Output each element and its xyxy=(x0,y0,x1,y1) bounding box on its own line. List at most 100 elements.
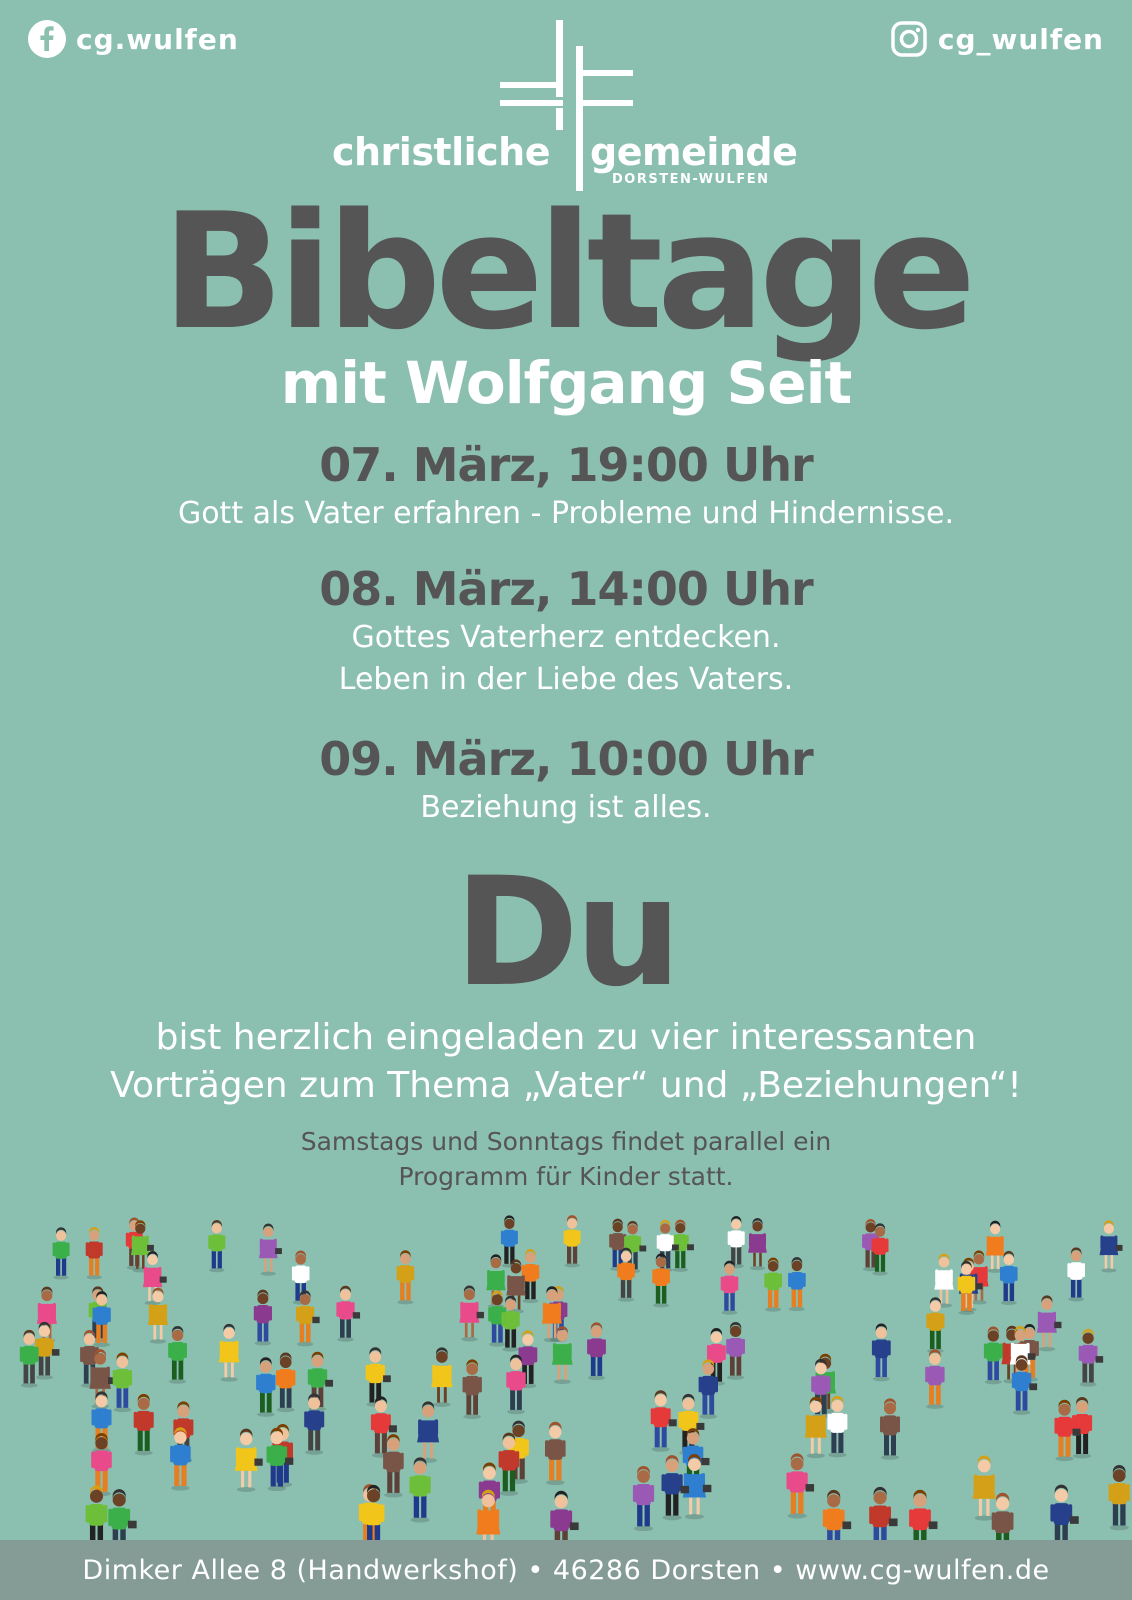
crowd-person xyxy=(871,1223,889,1276)
crowd-person xyxy=(748,1217,767,1271)
crowd-person xyxy=(85,1485,108,1540)
facebook-handle[interactable]: cg.wulfen xyxy=(28,20,239,58)
crowd-person xyxy=(632,1465,655,1532)
crowd-person xyxy=(726,1321,745,1380)
logo-subtitle: DORSTEN-WULFEN xyxy=(612,172,770,187)
crowd-person xyxy=(991,1492,1014,1540)
kids-program-note: Samstags und Sonntags findet parallel ei… xyxy=(0,1124,1132,1194)
crowd-person xyxy=(108,1489,137,1540)
crowd-person xyxy=(650,1390,677,1452)
event-desc-1: Gott als Vater erfahren - Probleme und H… xyxy=(177,496,955,531)
crowd-person xyxy=(871,1323,891,1382)
crowd-person xyxy=(258,1223,282,1276)
footer-address: Dimker Allee 8 (Handwerkshof) • 46286 Do… xyxy=(0,1540,1132,1600)
crowd-person xyxy=(869,1486,898,1540)
crowd-person xyxy=(541,1286,562,1343)
event-desc-3: Beziehung ist alles. xyxy=(420,790,712,825)
logo-word-gemeinde: gemeinde xyxy=(590,130,798,174)
crowd-person xyxy=(545,1421,566,1486)
event-desc-2b: Leben in der Liebe des Vaters. xyxy=(338,662,794,697)
crowd-person xyxy=(926,1297,945,1354)
cross-icon xyxy=(500,20,633,191)
crowd-person xyxy=(431,1347,453,1407)
crowd-person xyxy=(409,1457,431,1523)
crowd-of-people-illustration xyxy=(19,1215,1130,1540)
crowd-person xyxy=(934,1253,954,1308)
crowd-person xyxy=(925,1349,945,1409)
crowd-person xyxy=(1036,1295,1062,1352)
crowd-person xyxy=(500,1215,518,1268)
crowd-person xyxy=(462,1359,482,1420)
crowd-person xyxy=(786,1453,815,1519)
crowd-person xyxy=(617,1247,635,1302)
crowd-person xyxy=(208,1219,226,1273)
crowd-person xyxy=(85,1227,103,1280)
crowd-person xyxy=(563,1215,581,1268)
crowd-person xyxy=(727,1215,745,1269)
crowd-person xyxy=(1072,1397,1093,1459)
crowd-person xyxy=(396,1250,415,1305)
crowd-person xyxy=(498,1432,520,1496)
crowd-person xyxy=(1050,1484,1079,1540)
crowd-person xyxy=(698,1359,718,1419)
crowd-person xyxy=(253,1289,272,1346)
crowd-person xyxy=(459,1285,484,1342)
crowd-person xyxy=(661,1455,690,1521)
crowd-person xyxy=(417,1401,440,1463)
crowd-person xyxy=(234,1428,263,1493)
crowd-person xyxy=(266,1427,294,1492)
crowd-person xyxy=(506,1354,526,1415)
crowd-person xyxy=(1078,1328,1104,1387)
crowd-person xyxy=(112,1352,133,1413)
instagram-handle[interactable]: cg_wulfen xyxy=(890,20,1104,58)
event-desc-2a: Gottes Vaterherz entdecken. xyxy=(351,620,781,655)
invitation-line-2: Vorträgen zum Thema „Vater“ und „Beziehu… xyxy=(110,1065,1022,1106)
crowd-person xyxy=(587,1322,606,1381)
crowd-person xyxy=(35,1321,60,1380)
crowd-person xyxy=(983,1326,1003,1385)
instagram-handle-text: cg_wulfen xyxy=(937,22,1104,56)
crowd-person xyxy=(1099,1220,1123,1273)
crowd-person xyxy=(972,1455,996,1521)
crowd-person xyxy=(501,1295,520,1352)
event-date-2: 08. März, 14:00 Uhr xyxy=(319,562,814,616)
crowd-person xyxy=(256,1357,276,1417)
crowd-person xyxy=(521,1249,540,1304)
crowd-person xyxy=(296,1290,320,1347)
instagram-icon xyxy=(890,20,928,58)
crowd-person xyxy=(168,1325,187,1384)
event-date-3: 09. März, 10:00 Uhr xyxy=(319,732,814,786)
crowd-person xyxy=(218,1323,240,1382)
crowd-person xyxy=(720,1260,739,1315)
crowd-person xyxy=(383,1434,404,1498)
crowd-person xyxy=(985,1220,1005,1273)
crowd-person xyxy=(909,1489,938,1540)
crowd-person xyxy=(52,1227,70,1280)
crowd-person xyxy=(19,1329,39,1388)
crowd-person xyxy=(304,1393,325,1455)
crowd-person xyxy=(551,1326,573,1385)
crowd-person xyxy=(788,1257,806,1312)
event-date-1: 07. März, 19:00 Uhr xyxy=(319,438,814,492)
crowd-person xyxy=(147,1287,169,1344)
crowd-person xyxy=(476,1489,501,1540)
crowd-person xyxy=(827,1395,848,1458)
crowd-person xyxy=(550,1490,579,1540)
facebook-handle-text: cg.wulfen xyxy=(76,22,239,56)
crowd-person xyxy=(652,1253,670,1308)
crowd-person xyxy=(91,1391,112,1453)
note-line-1: Samstags und Sonntags findet parallel ei… xyxy=(300,1127,832,1156)
invitation-line-1: bist herzlich eingeladen zu vier interes… xyxy=(155,1017,977,1058)
crowd-person xyxy=(133,1393,154,1456)
crowd-person xyxy=(170,1427,191,1491)
crowd-person xyxy=(804,1396,827,1459)
speaker-subtitle: mit Wolfgang Seit xyxy=(280,349,852,417)
crowd-person xyxy=(1108,1465,1130,1531)
du-headline: Du xyxy=(454,846,681,1020)
crowd-person xyxy=(1067,1247,1085,1302)
facebook-icon xyxy=(28,20,66,58)
main-title: Bibeltage xyxy=(161,178,976,365)
crowd-person xyxy=(880,1398,900,1460)
crowd-person xyxy=(656,1219,679,1273)
